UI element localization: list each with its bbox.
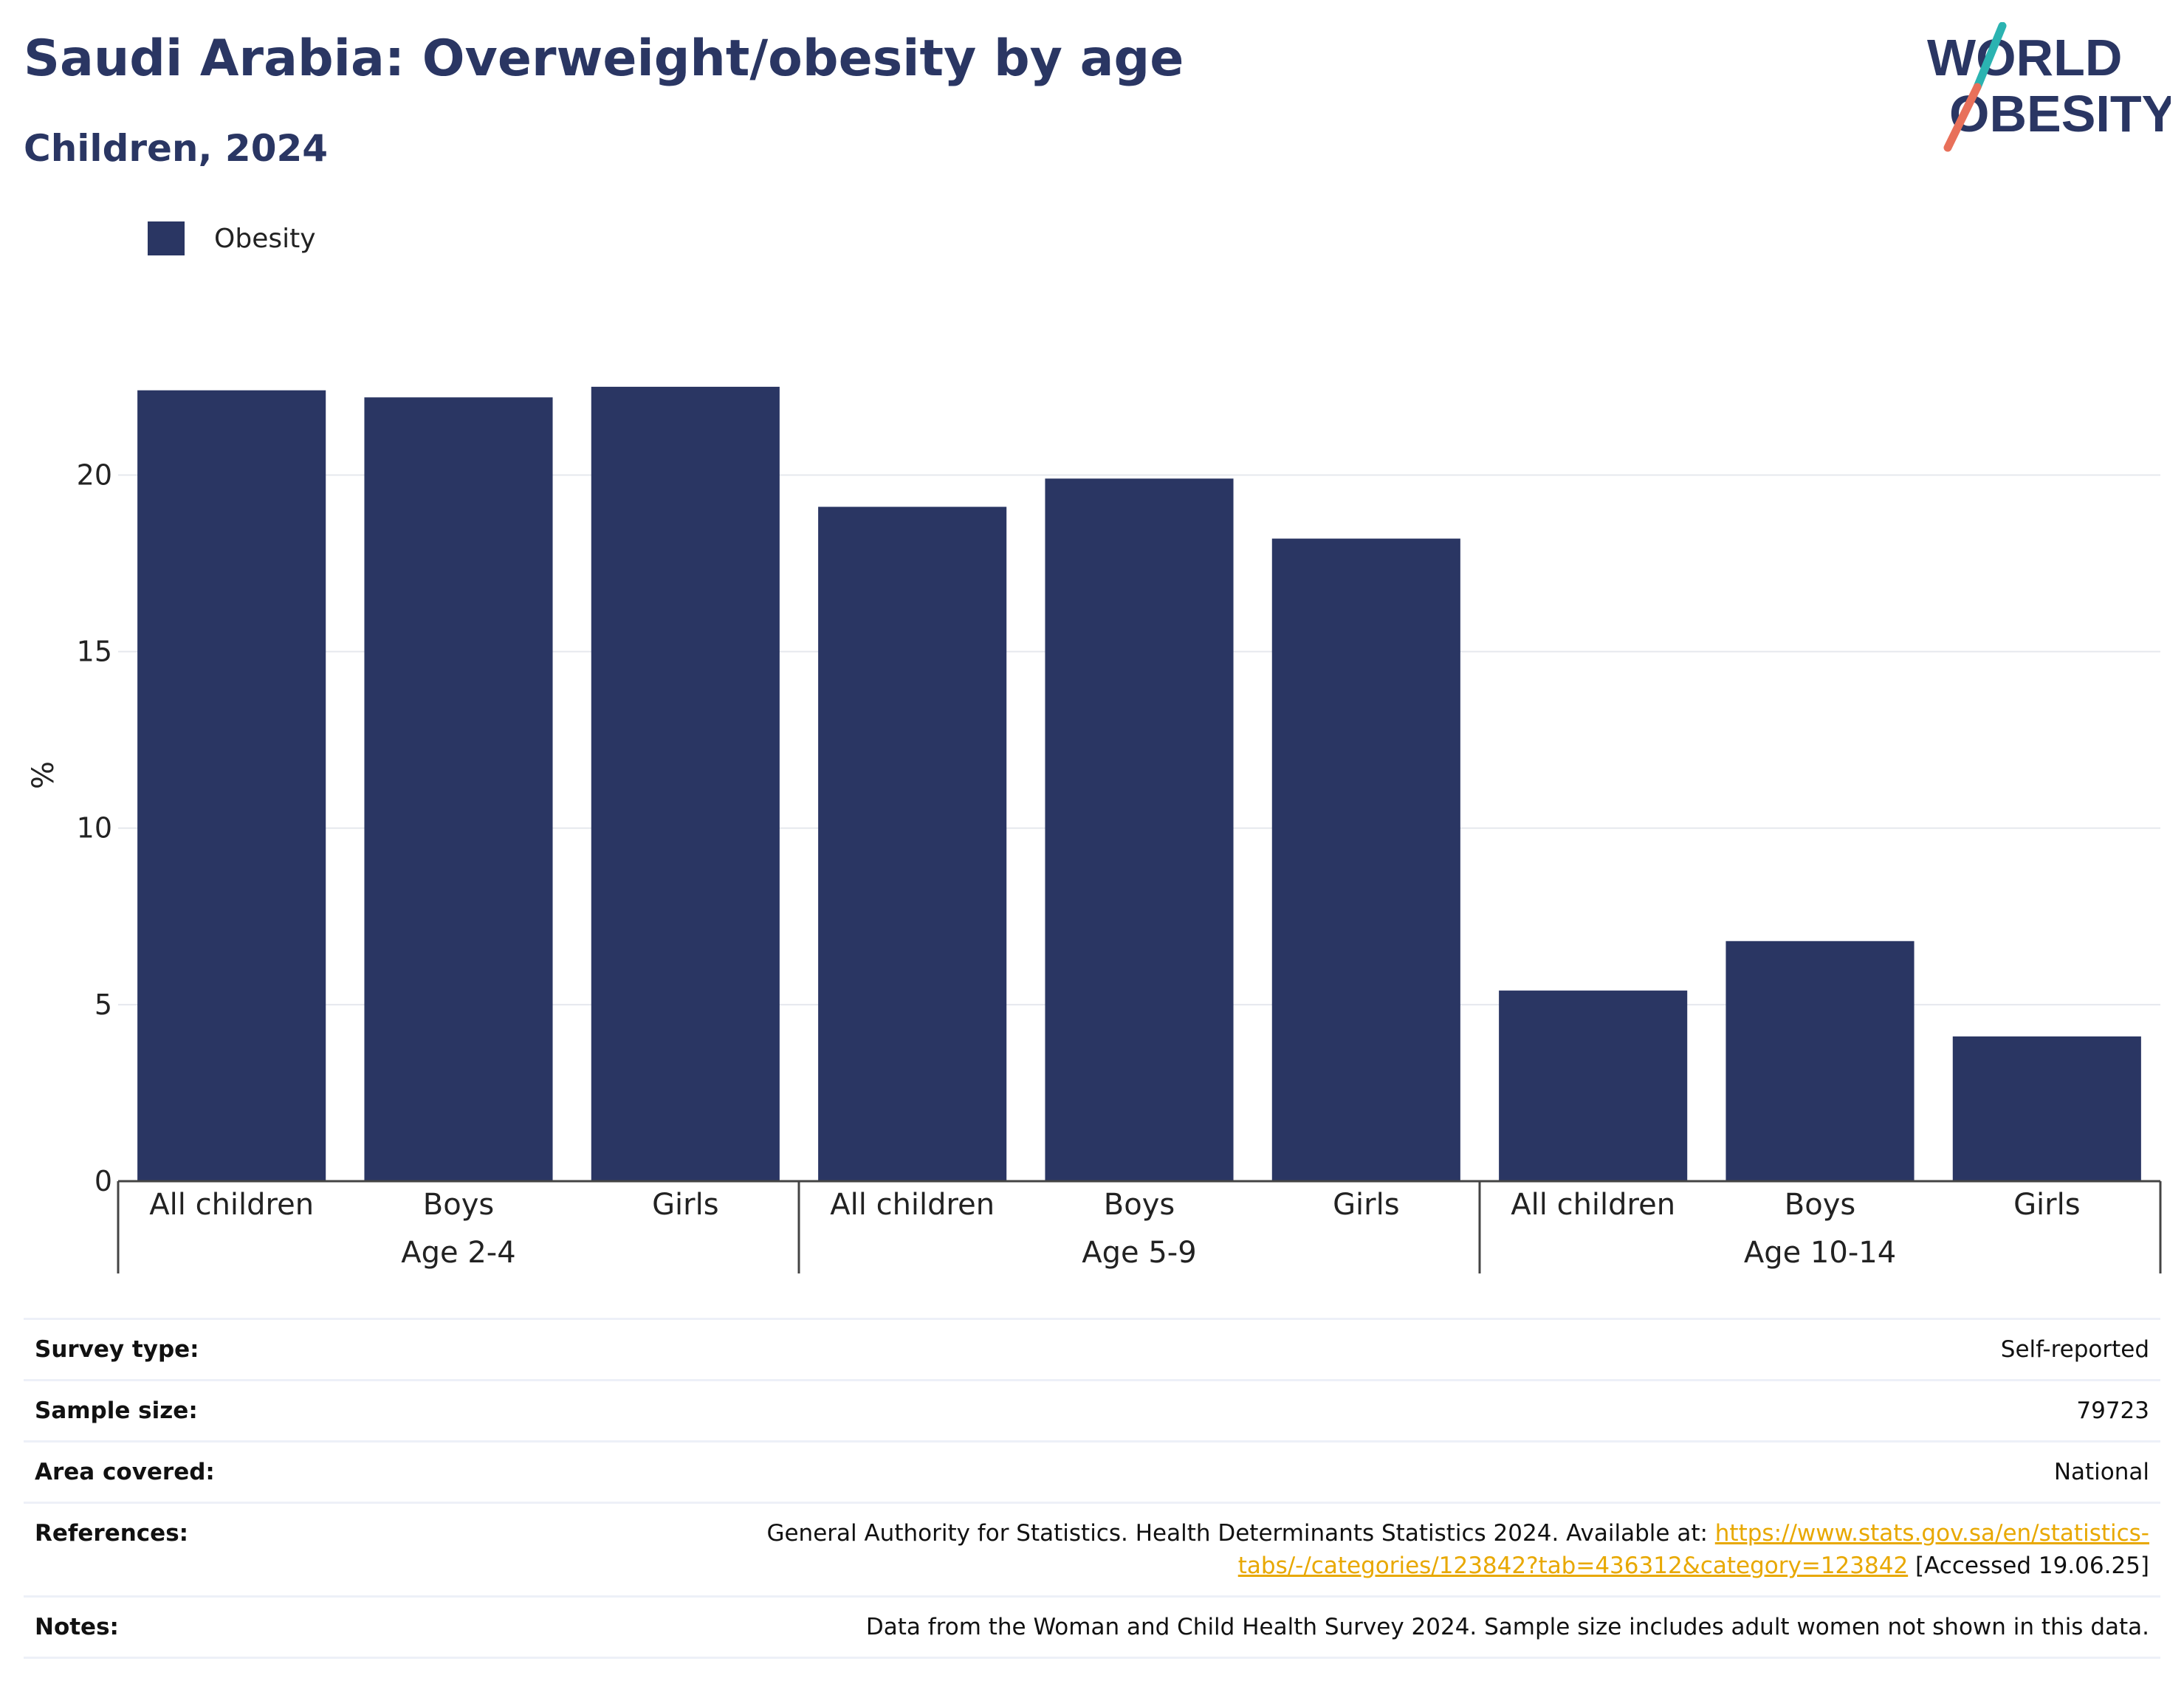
y-tick-label: 20: [77, 458, 112, 491]
group-label: Age 10-14: [1744, 1236, 1896, 1270]
logo-slash-bottom: [1943, 83, 1982, 152]
x-tick-label: Girls: [1333, 1188, 1400, 1222]
x-tick-label: Boys: [1785, 1188, 1855, 1222]
info-row-references: References: General Authority for Statis…: [24, 1502, 2160, 1595]
x-tick-label: All children: [149, 1188, 314, 1222]
y-tick-label: 0: [95, 1165, 112, 1197]
chart-legend: Obesity: [148, 221, 316, 255]
bar: [818, 506, 1007, 1181]
y-axis-label: %: [27, 761, 61, 789]
info-key: References:: [35, 1520, 189, 1547]
bar: [1499, 990, 1688, 1181]
bar: [591, 386, 780, 1181]
info-row-area-covered: Area covered: National: [24, 1440, 2160, 1502]
logo-line2: OBESITY: [1949, 85, 2171, 142]
x-tick-label: Boys: [423, 1188, 494, 1222]
bar: [1952, 1036, 2141, 1181]
bar: [364, 397, 553, 1181]
logo-line1: WORLD: [1927, 29, 2122, 86]
info-value: Self-reported: [2000, 1336, 2149, 1363]
info-key: Survey type:: [35, 1336, 199, 1363]
x-tick-label: Girls: [2013, 1188, 2081, 1222]
world-obesity-logo: WORLD OBESITY: [1927, 22, 2171, 152]
reference-text: General Authority for Statistics. Health…: [766, 1520, 1715, 1547]
bar: [1271, 538, 1460, 1181]
bar-chart: 0 5 10 15 20% All children Boys Girls All childr…: [27, 386, 2162, 1273]
y-tick-label: 5: [95, 989, 112, 1021]
group-label: Age 2-4: [401, 1236, 515, 1270]
bar: [1045, 478, 1234, 1181]
info-key: Area covered:: [35, 1459, 215, 1485]
group-label: Age 5-9: [1082, 1236, 1196, 1270]
info-row-notes: Notes: Data from the Woman and Child Hea…: [24, 1595, 2160, 1659]
x-tick-label: Girls: [652, 1188, 719, 1222]
reference-accessed: [Accessed 19.06.25]: [1908, 1553, 2149, 1579]
x-tick-label: Boys: [1104, 1188, 1175, 1222]
info-row-sample-size: Sample size: 79723: [24, 1379, 2160, 1440]
y-tick-label: 15: [77, 636, 112, 668]
survey-info-table: Survey type: Self-reported Sample size: …: [24, 1318, 2160, 1659]
info-row-survey-type: Survey type: Self-reported: [24, 1318, 2160, 1379]
x-tick-label: All children: [830, 1188, 995, 1222]
info-key: Notes:: [35, 1614, 119, 1640]
legend-swatch-obesity: [148, 221, 185, 255]
x-tick-label: All children: [1511, 1188, 1675, 1222]
logo-slash-top: [1973, 22, 2007, 92]
page-subtitle: Children, 2024: [24, 127, 329, 170]
info-value: National: [2053, 1459, 2149, 1485]
legend-label-obesity: Obesity: [214, 223, 316, 254]
bar: [137, 390, 326, 1181]
info-value: 79723: [2076, 1397, 2149, 1424]
page-title: Saudi Arabia: Overweight/obesity by age: [24, 30, 1184, 88]
info-value: Data from the Woman and Child Health Sur…: [865, 1614, 2149, 1640]
bar: [1725, 941, 1915, 1181]
info-value: General Authority for Statistics. Health…: [673, 1517, 2149, 1582]
y-tick-label: 10: [77, 812, 112, 845]
info-key: Sample size:: [35, 1397, 198, 1424]
reference-link[interactable]: https://www.stats.gov.sa/en/statistics-t…: [1237, 1520, 2149, 1579]
